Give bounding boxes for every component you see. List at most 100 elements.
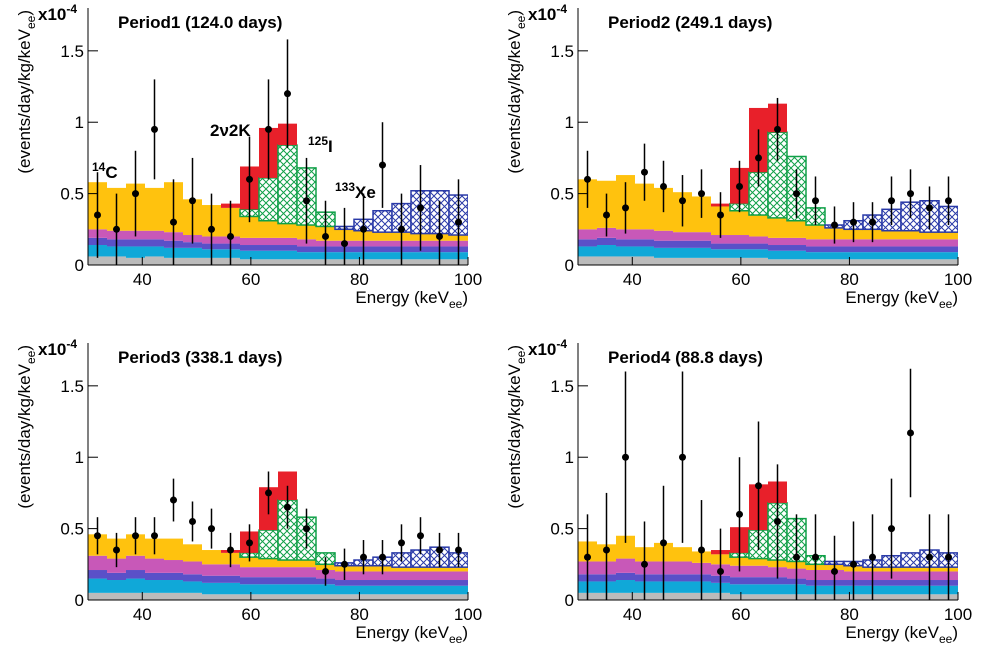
histogram-bar (673, 592, 692, 600)
data-point (679, 453, 686, 461)
histogram-bar (730, 210, 749, 236)
histogram-bar (449, 567, 468, 572)
histogram-bar (635, 256, 654, 265)
label-text: Energy (keV (845, 623, 939, 642)
x-axis-label: Energy (keVee) (845, 623, 958, 646)
histogram-bar (825, 252, 844, 260)
histogram-bar (297, 577, 316, 585)
histogram-bar (711, 257, 730, 265)
histogram-bar (901, 252, 920, 260)
histogram-bar (278, 584, 297, 595)
data-point (151, 125, 158, 133)
panel: 0 0.5 1 1.5 40 60 80 100 Period3 (338.1 days) x10… (15, 337, 482, 646)
histogram-bar (749, 257, 768, 265)
histogram-bar (578, 239, 597, 247)
y-tick-label: 1.5 (550, 42, 574, 61)
data-point (113, 225, 120, 233)
label-suffix: ) (462, 288, 468, 307)
histogram-bar (578, 256, 597, 265)
histogram-bar (88, 578, 107, 593)
histogram-bar (692, 247, 711, 258)
histogram-bar (373, 585, 392, 595)
histogram-bar (354, 594, 373, 600)
data-point (303, 525, 310, 533)
data-point (584, 553, 591, 561)
plot-area (88, 39, 468, 265)
y-tick-label: 1 (75, 448, 84, 467)
data-point (322, 232, 329, 240)
annotation-text: C (105, 163, 117, 182)
histogram-bar (240, 245, 259, 251)
data-point (850, 560, 857, 568)
plot-area (88, 471, 468, 600)
histogram-bar (430, 585, 449, 595)
histogram-bar (749, 594, 768, 600)
data-point (417, 204, 424, 212)
histogram-bar (107, 592, 126, 600)
histogram-bar (749, 249, 768, 258)
histogram-bar (411, 567, 430, 572)
label-suffix: ) (952, 288, 958, 307)
plot-area (578, 97, 958, 265)
data-point (831, 221, 838, 229)
histogram-bar (749, 243, 768, 250)
x-tick-label: 60 (731, 605, 750, 624)
histogram-bar (430, 567, 449, 572)
histogram-bar (126, 246, 145, 258)
annotation: 125I (308, 134, 333, 156)
x-tick-label: 60 (731, 270, 750, 289)
data-point (869, 218, 876, 226)
histogram-bar (806, 259, 825, 265)
data-point (436, 546, 443, 554)
histogram-bar (145, 256, 164, 265)
histogram-bar (240, 216, 259, 238)
histogram-bar (183, 592, 202, 600)
histogram-bar (635, 229, 654, 240)
histogram-bar (882, 246, 901, 253)
histogram-bar (411, 585, 430, 595)
data-point (698, 546, 705, 554)
histogram-bar (183, 242, 202, 248)
x-tick-label: 40 (133, 605, 152, 624)
multiplier-base: x10 (528, 5, 556, 24)
x-tick-label: 40 (623, 270, 642, 289)
histogram-bar (373, 240, 392, 247)
histogram-bar (901, 580, 920, 586)
y-axis-label: (events/day/kg/keVee) (505, 10, 528, 174)
x-tick-label: 40 (623, 605, 642, 624)
histogram-bar (392, 567, 411, 572)
histogram-bar (449, 594, 468, 600)
y-tick-label: 1 (75, 113, 84, 132)
histogram-bar (768, 217, 787, 238)
histogram-bar (278, 245, 297, 251)
data-point (926, 204, 933, 212)
histogram-bar (768, 237, 787, 246)
histogram-bar (711, 243, 730, 250)
histogram-bar (373, 259, 392, 265)
histogram-bar (372, 209, 393, 233)
data-point (945, 197, 952, 205)
data-point (888, 197, 895, 205)
data-point (717, 567, 724, 575)
histogram-bar (316, 584, 335, 595)
annotation: 2ν2K (210, 121, 251, 140)
histogram-bar (768, 245, 787, 251)
x-axis-label: Energy (keVee) (845, 288, 958, 311)
data-point (322, 567, 329, 575)
histogram-bar (277, 144, 298, 225)
y-multiplier: x10-4 (38, 2, 77, 24)
annotation-superscript: 133 (335, 180, 355, 194)
histogram-bar (882, 259, 901, 265)
multiplier-base: x10 (38, 340, 66, 359)
histogram-bar (392, 580, 411, 586)
y-axis-label: (events/day/kg/keVee) (15, 10, 38, 174)
histogram-bar (730, 249, 749, 258)
histogram-bar (202, 564, 221, 576)
y-tick-label: 1.5 (60, 42, 84, 61)
histogram-bar (616, 256, 635, 265)
histogram-bar (278, 594, 297, 600)
histogram-bar (183, 247, 202, 258)
data-point (641, 560, 648, 568)
data-point (113, 546, 120, 554)
histogram-bar (749, 236, 768, 244)
